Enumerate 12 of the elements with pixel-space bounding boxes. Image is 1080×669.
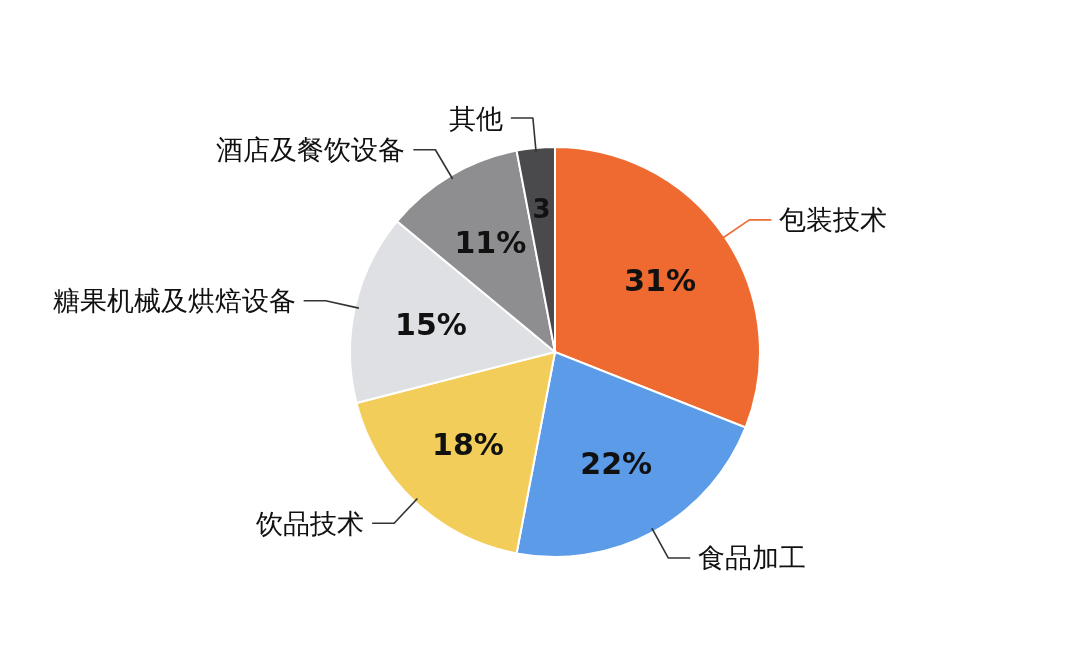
data-label: 18% [432, 427, 504, 463]
slice-label: 其他 [448, 102, 503, 134]
slice-label: 食品加工 [698, 542, 807, 574]
slice-label: 饮品技术 [255, 507, 365, 539]
data-label: 15% [395, 306, 467, 342]
slice-label: 酒店及餐饮设备 [216, 134, 406, 166]
data-label: 3 [532, 194, 551, 225]
data-label: 22% [580, 445, 653, 481]
data-label: 11% [454, 225, 527, 261]
data-label: 31% [624, 263, 697, 299]
slice-label: 包装技术 [779, 204, 888, 236]
slice-label: 糖果机械及烘焙设备 [52, 285, 296, 317]
